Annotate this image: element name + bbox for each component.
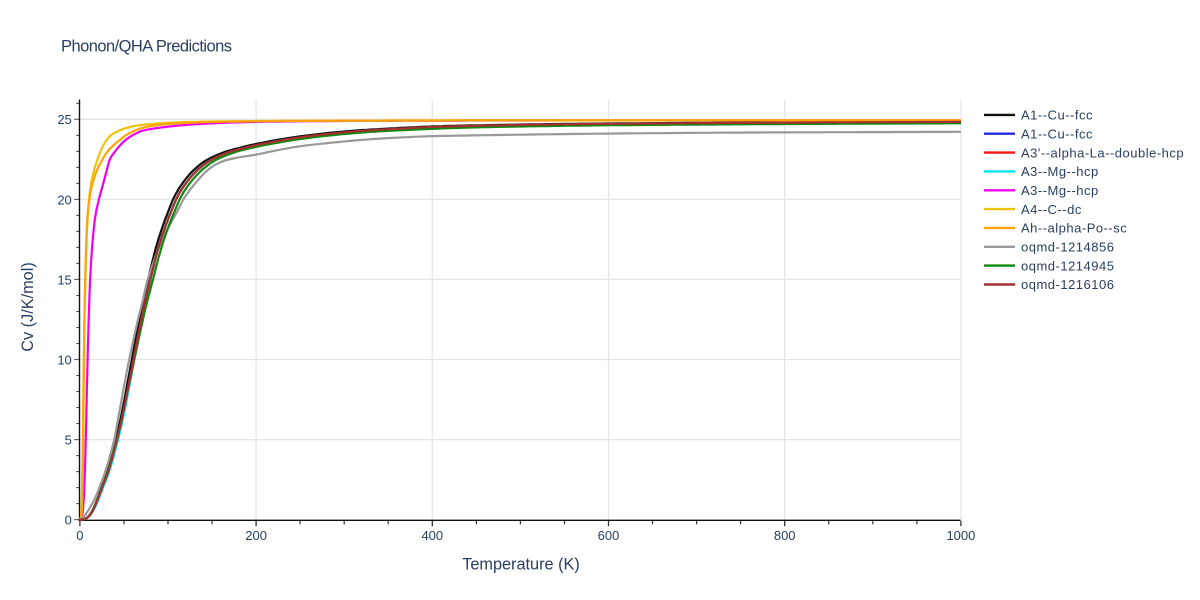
svg-text:5: 5 [65, 432, 72, 447]
svg-text:A3'--alpha-La--double-hcp: A3'--alpha-La--double-hcp [1021, 145, 1184, 160]
svg-text:A1--Cu--fcc: A1--Cu--fcc [1021, 126, 1093, 141]
svg-text:A1--Cu--fcc: A1--Cu--fcc [1021, 108, 1093, 123]
svg-text:Phonon/QHA Predictions: Phonon/QHA Predictions [61, 38, 232, 56]
svg-text:400: 400 [421, 528, 443, 543]
svg-text:800: 800 [774, 528, 796, 543]
svg-text:20: 20 [57, 192, 71, 207]
svg-text:15: 15 [57, 272, 71, 287]
svg-text:oqmd-1216106: oqmd-1216106 [1021, 277, 1114, 292]
svg-text:200: 200 [245, 528, 267, 543]
svg-text:1000: 1000 [946, 528, 975, 543]
svg-text:25: 25 [57, 112, 71, 127]
svg-text:Cv (J/K/mol): Cv (J/K/mol) [19, 262, 37, 352]
svg-text:0: 0 [65, 513, 72, 528]
svg-text:oqmd-1214856: oqmd-1214856 [1021, 240, 1114, 255]
svg-text:Ah--alpha-Po--sc: Ah--alpha-Po--sc [1021, 221, 1127, 236]
svg-text:A3--Mg--hcp: A3--Mg--hcp [1021, 164, 1099, 179]
svg-text:10: 10 [57, 352, 71, 367]
svg-text:oqmd-1214945: oqmd-1214945 [1021, 258, 1114, 273]
svg-text:0: 0 [76, 528, 83, 543]
svg-text:600: 600 [598, 528, 620, 543]
svg-text:A4--C--dc: A4--C--dc [1021, 202, 1082, 217]
svg-text:Temperature (K): Temperature (K) [462, 556, 580, 574]
svg-text:A3--Mg--hcp: A3--Mg--hcp [1021, 183, 1099, 198]
